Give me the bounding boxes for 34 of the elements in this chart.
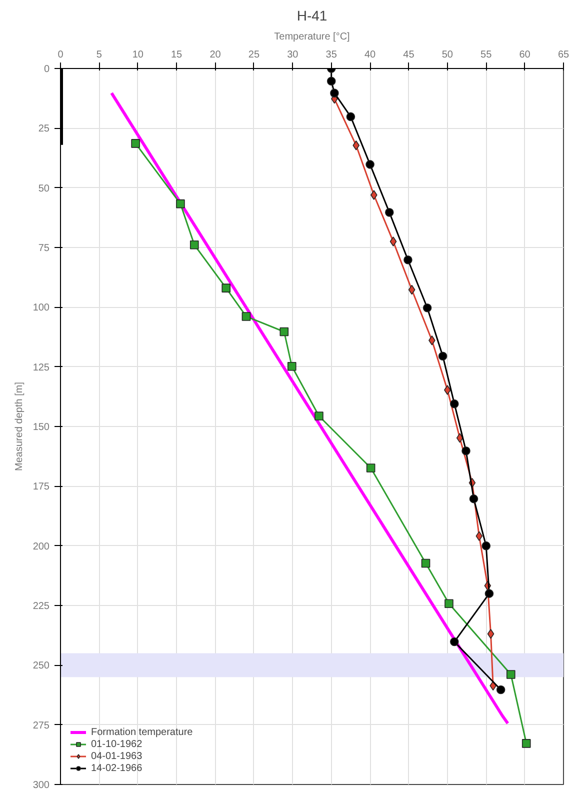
y-tick-label: 25 (38, 124, 50, 135)
x-tick-label: 25 (248, 50, 260, 60)
x-tick-label: 20 (210, 50, 222, 60)
y-tick-label: 225 (32, 601, 50, 612)
y-tick-label: 75 (38, 243, 50, 254)
x-tick-label: 5 (96, 50, 102, 60)
x-tick-label: 45 (403, 50, 415, 60)
x-tick-label: 60 (519, 50, 531, 60)
y-tick-label: 250 (32, 660, 50, 672)
y-tick-label: 125 (32, 362, 50, 374)
x-tick-label: 15 (171, 50, 183, 60)
x-tick-label: 50 (442, 50, 454, 60)
y-tick-label: 275 (32, 720, 50, 732)
y-tick-label: 100 (32, 302, 50, 314)
legend-label: 01-10-1962 (91, 738, 142, 750)
y-tick-label: 300 (32, 780, 50, 791)
y-tick-label: 150 (32, 422, 50, 433)
chart-title: H-41 (296, 8, 328, 24)
legend-label: 04-01-1963 (91, 750, 142, 762)
x-tick-label: 30 (287, 50, 299, 60)
y-tick-label: 50 (38, 183, 50, 194)
y-axis-title: Measured depth [m] (14, 382, 25, 471)
x-tick-label: 35 (326, 50, 338, 60)
x-tick-label: 0 (58, 50, 64, 60)
legend-label: Formation temperature (91, 726, 193, 738)
x-tick-label: 40 (364, 50, 376, 60)
y-tick-label: 0 (44, 64, 50, 75)
y-tick-label: 200 (32, 541, 50, 552)
x-tick-label: 65 (558, 50, 570, 60)
y-tick-label: 175 (32, 482, 50, 493)
x-axis-title: Temperature [°C] (274, 32, 350, 42)
x-tick-label: 10 (132, 50, 144, 60)
legend-label: 14-02-1966 (91, 762, 142, 774)
x-tick-label: 55 (480, 50, 492, 60)
